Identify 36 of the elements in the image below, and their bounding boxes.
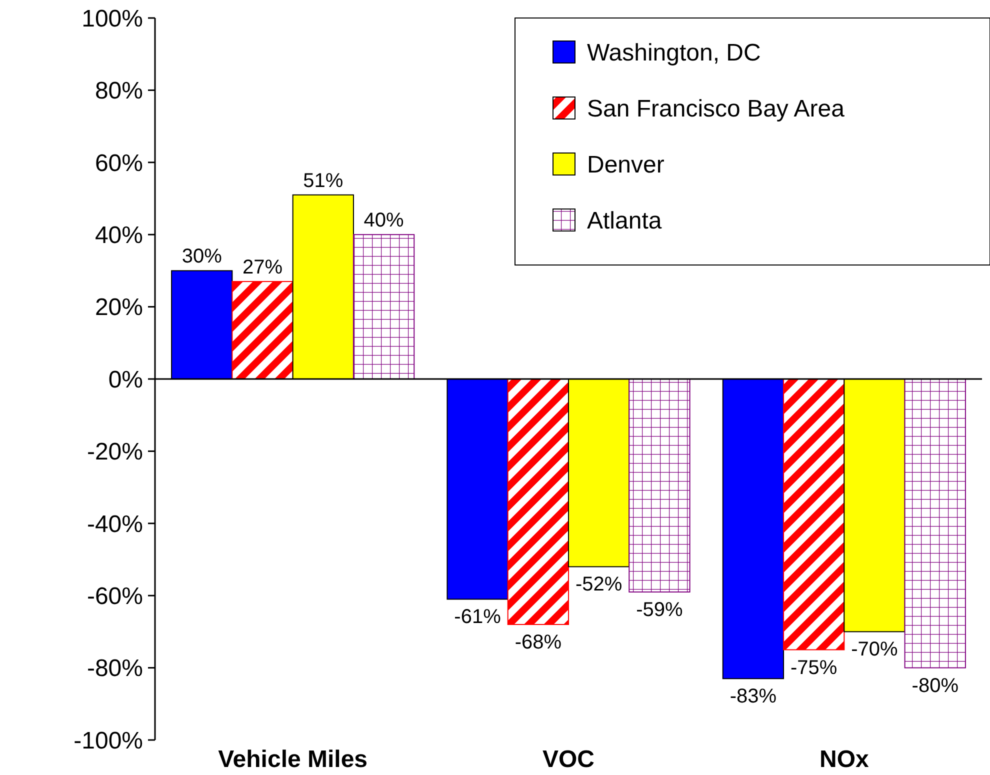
text: -83%	[730, 686, 777, 708]
x-tick-label: Vehicle Miles	[218, 746, 368, 773]
y-tick-label: -100%	[74, 727, 143, 754]
bar	[232, 281, 294, 380]
y-tick-label: -80%	[86, 655, 143, 682]
y-tick-label: -20%	[86, 438, 143, 466]
text: -70%	[851, 638, 898, 661]
y-tick-label: 60%	[94, 150, 143, 177]
y-tick-label: -60%	[86, 583, 143, 610]
y-tick-label: -40%	[86, 510, 143, 538]
bar	[507, 378, 569, 625]
text: -68%	[514, 631, 562, 654]
legend-label: Denver	[587, 151, 664, 178]
bar	[628, 378, 690, 592]
text: 30%	[182, 246, 222, 268]
text: -52%	[575, 574, 622, 596]
text: -80%	[912, 674, 958, 697]
legend-label: Atlanta	[587, 207, 662, 234]
text: -61%	[454, 606, 501, 628]
x-tick-label: NOx	[819, 746, 870, 773]
bar	[352, 234, 415, 380]
text: 27%	[242, 256, 283, 279]
y-tick-label: 20%	[94, 294, 143, 322]
x-tick-label: VOC	[542, 746, 595, 773]
y-tick-label: 80%	[94, 78, 143, 105]
text: -59%	[636, 598, 683, 621]
text: 40%	[364, 210, 404, 232]
y-tick-label: 40%	[94, 222, 143, 249]
bar	[904, 378, 966, 668]
text: -75%	[790, 656, 838, 679]
legend-label: Washington, DC	[587, 39, 761, 66]
legend-label: San Francisco Bay Area	[587, 95, 846, 122]
text: 51%	[303, 170, 344, 192]
y-tick-label: 0%	[108, 366, 143, 394]
y-tick-label: 100%	[82, 5, 143, 32]
bar	[783, 378, 845, 650]
